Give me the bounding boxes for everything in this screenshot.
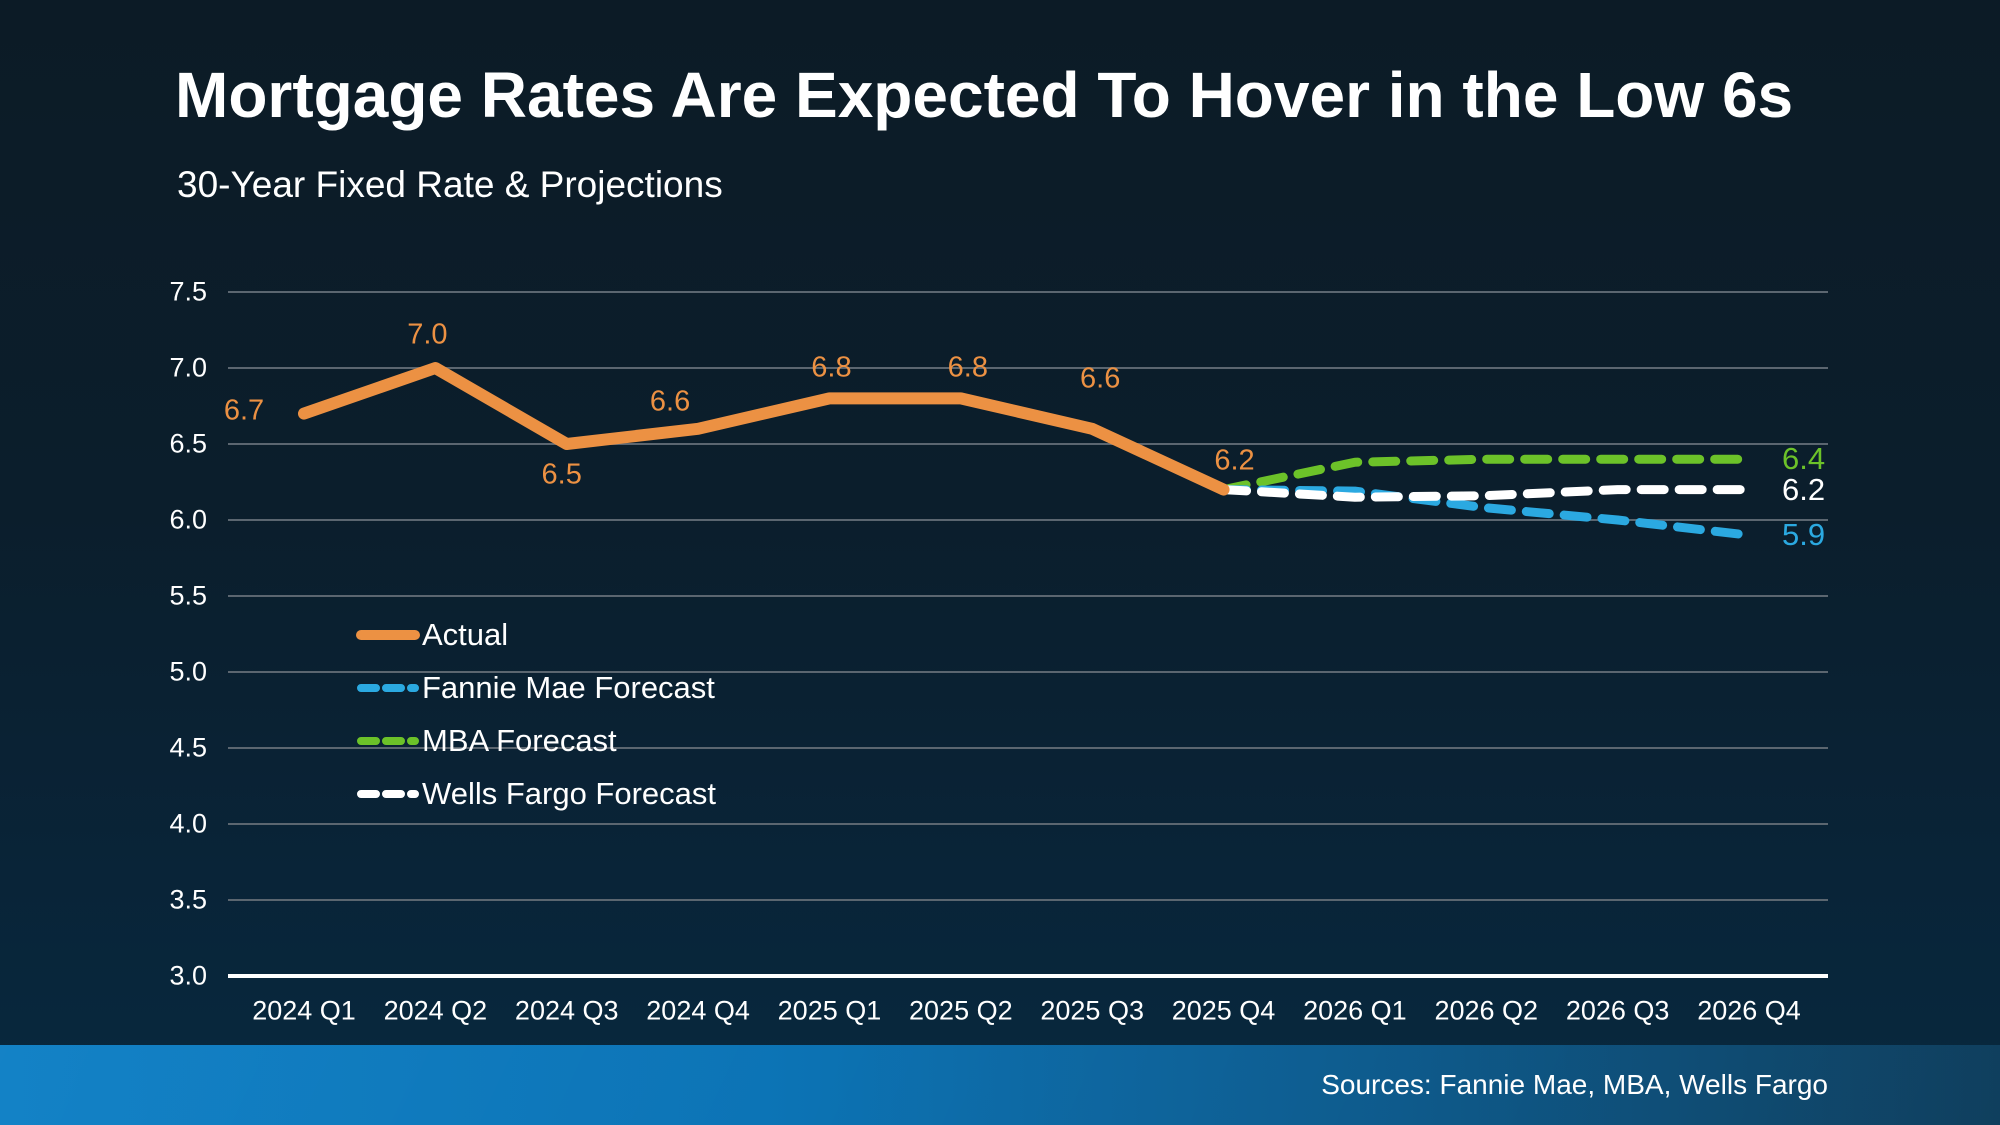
data-label-actual: 6.8 [811, 351, 852, 384]
series-end-label-fannie-mae-forecast: 5.9 [1782, 517, 1826, 553]
series-end-label-mba-forecast: 6.4 [1782, 441, 1826, 477]
chart-subtitle: 30-Year Fixed Rate & Projections [177, 164, 723, 205]
x-tick-label: 2025 Q4 [1171, 995, 1276, 1026]
x-tick-label: 2024 Q2 [383, 995, 488, 1026]
chart-legend: Actual Fannie Mae Forecast MBA Forecast Wel… [356, 616, 717, 811]
series-line-wells-fargo-forecast [1219, 485, 1754, 502]
data-label-actual: 7.0 [407, 318, 448, 351]
series-end-label-wells-fargo-forecast: 6.2 [1782, 471, 1826, 507]
legend-item-mba-forecast: MBA Forecast [356, 722, 716, 758]
y-tick-label: 6.5 [169, 428, 207, 459]
chart-title: Mortgage Rates Are Expected To Hover in … [175, 59, 1794, 131]
x-tick-label: 2025 Q2 [909, 995, 1013, 1026]
x-tick-label: 2025 Q1 [777, 995, 882, 1026]
legend-label: Wells Fargo Forecast [422, 775, 717, 811]
data-label-actual: 6.7 [223, 394, 265, 427]
y-tick-label: 3.5 [169, 884, 207, 915]
data-label-actual: 6.6 [1080, 362, 1121, 395]
x-tick-label: 2025 Q3 [1040, 995, 1144, 1026]
legend-swatch-actual [356, 629, 420, 640]
data-label-actual: 6.2 [1214, 444, 1255, 477]
y-tick-label: 3.0 [169, 960, 207, 991]
y-tick-label: 4.0 [169, 808, 207, 839]
legend-label: Actual [422, 616, 509, 652]
legend-label: MBA Forecast [422, 722, 617, 758]
x-tick-label: 2024 Q1 [252, 995, 356, 1026]
x-tick-label: 2026 Q1 [1303, 995, 1407, 1026]
footer-bar: Sources: Fannie Mae, MBA, Wells Fargo [0, 1045, 2000, 1125]
legend-item-actual: Actual [356, 616, 716, 652]
data-label-actual: 6.5 [541, 458, 582, 491]
y-tick-label: 6.0 [169, 504, 207, 535]
legend-item-fannie-mae-forecast: Fannie Mae Forecast [356, 669, 716, 705]
x-tick-label: 2026 Q4 [1697, 995, 1801, 1026]
legend-label: Fannie Mae Forecast [422, 669, 715, 705]
y-tick-label: 5.0 [169, 656, 207, 687]
legend-swatch-fannie-mae-forecast [357, 683, 419, 692]
y-tick-label: 7.5 [169, 276, 207, 307]
sources-text: Sources: Fannie Mae, MBA, Wells Fargo [1321, 1069, 1828, 1100]
y-tick-label: 5.5 [169, 580, 207, 611]
series-line-mba-forecast [1219, 454, 1754, 495]
x-tick-label: 2026 Q3 [1565, 995, 1670, 1026]
x-tick-label: 2024 Q4 [646, 995, 750, 1026]
y-tick-label: 4.5 [169, 732, 207, 763]
y-tick-label: 7.0 [169, 352, 207, 383]
legend-swatch-mba-forecast [357, 736, 419, 745]
legend-swatch-wells-fargo-forecast [357, 789, 419, 798]
series-line-actual [298, 362, 1230, 496]
x-tick-label: 2026 Q2 [1434, 995, 1539, 1026]
data-label-actual: 6.8 [947, 351, 988, 384]
x-tick-label: 2024 Q3 [514, 995, 619, 1026]
legend-item-wells-fargo-forecast: Wells Fargo Forecast [356, 775, 717, 811]
data-label-actual: 6.6 [649, 385, 691, 418]
